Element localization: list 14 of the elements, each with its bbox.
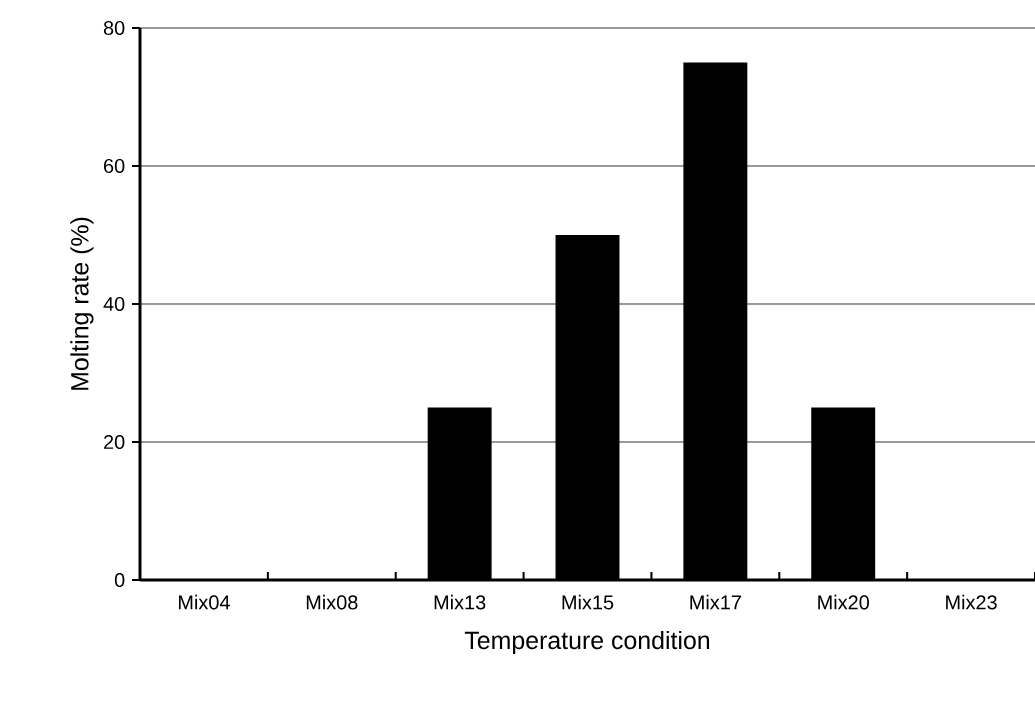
y-axis-title: Molting rate (%) — [70, 217, 94, 390]
y-tick-label: 0 — [114, 572, 125, 588]
x-tick-label: Mix23 — [946, 594, 997, 610]
y-tick-label: 60 — [104, 158, 125, 174]
x-tick-label: Mix13 — [434, 594, 486, 610]
y-tick-label: 80 — [103, 20, 125, 36]
x-tick-label: Mix20 — [818, 594, 869, 610]
x-tick-label: Mix04 — [178, 594, 230, 610]
x-tick-label: Mix08 — [306, 594, 358, 610]
x-tick-label: Mix15 — [562, 594, 614, 610]
y-tick-label: 40 — [103, 296, 125, 312]
x-tick-label: Mix17 — [690, 594, 741, 610]
x-axis-title: Temperature condition — [464, 630, 710, 655]
y-tick-label: 20 — [104, 434, 125, 450]
